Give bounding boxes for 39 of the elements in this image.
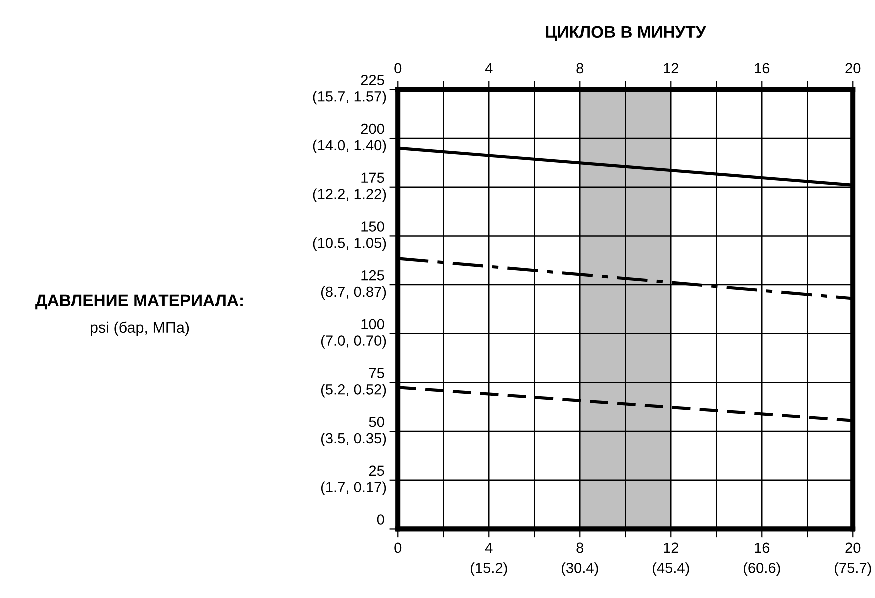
x-tick-label: 4 xyxy=(485,542,493,553)
text: (12.2, 1.22) xyxy=(313,188,386,202)
y-tick-label: 200 xyxy=(361,124,384,134)
text: (1.7, 0.17) xyxy=(321,482,386,496)
text: ДАВЛЕНИЕ МАТЕРИАЛА: xyxy=(36,294,243,310)
text: (14.0, 1.40) xyxy=(313,140,386,154)
x2-tick-label: 0 xyxy=(394,63,402,74)
text: (5.2, 0.52) xyxy=(321,384,386,398)
y-tick-label: 50 xyxy=(369,416,384,428)
y-tick-label: 175 xyxy=(362,172,384,184)
y-tick-label: 225 xyxy=(361,75,384,86)
x2-tick-label: 16 xyxy=(755,63,770,74)
y-tick-label: 25 xyxy=(369,466,384,476)
x-tick-label: 20 xyxy=(846,542,861,554)
text: (7.0, 0.70) xyxy=(321,335,386,349)
y-tick-label: 150 xyxy=(362,222,384,232)
text: (10.5, 1.05) xyxy=(313,238,386,252)
x2-tick-label: 4 xyxy=(485,63,493,74)
y-tick-label: 125 xyxy=(362,270,384,281)
text: (15.2) xyxy=(470,562,508,576)
y-tick-label: 75 xyxy=(369,368,384,378)
x-tick-label: 0 xyxy=(394,542,402,554)
x2-tick-label: 12 xyxy=(664,63,679,74)
x2-axis-title: ЦИКЛОВ В МИНУТУ xyxy=(546,26,706,42)
text: (60.6) xyxy=(744,562,780,576)
y-tick-label: 0 xyxy=(377,514,384,525)
text: (75.7) xyxy=(834,562,872,576)
x-tick-label: 16 xyxy=(755,542,770,554)
text: (3.5, 0.35) xyxy=(321,432,386,447)
x-tick-label: 8 xyxy=(576,542,584,554)
x2-tick-label: 8 xyxy=(576,63,584,74)
text: (15.7, 1.57) xyxy=(313,91,386,105)
text: psi (бар, МПа) xyxy=(90,322,190,336)
x2-tick-label: 20 xyxy=(846,63,861,74)
text: (8.7, 0.87) xyxy=(321,286,386,300)
text: (30.4) xyxy=(562,562,598,576)
y-tick-label: 100 xyxy=(362,319,384,330)
text: (45.4) xyxy=(652,562,690,576)
x-tick-label: 12 xyxy=(664,542,679,553)
